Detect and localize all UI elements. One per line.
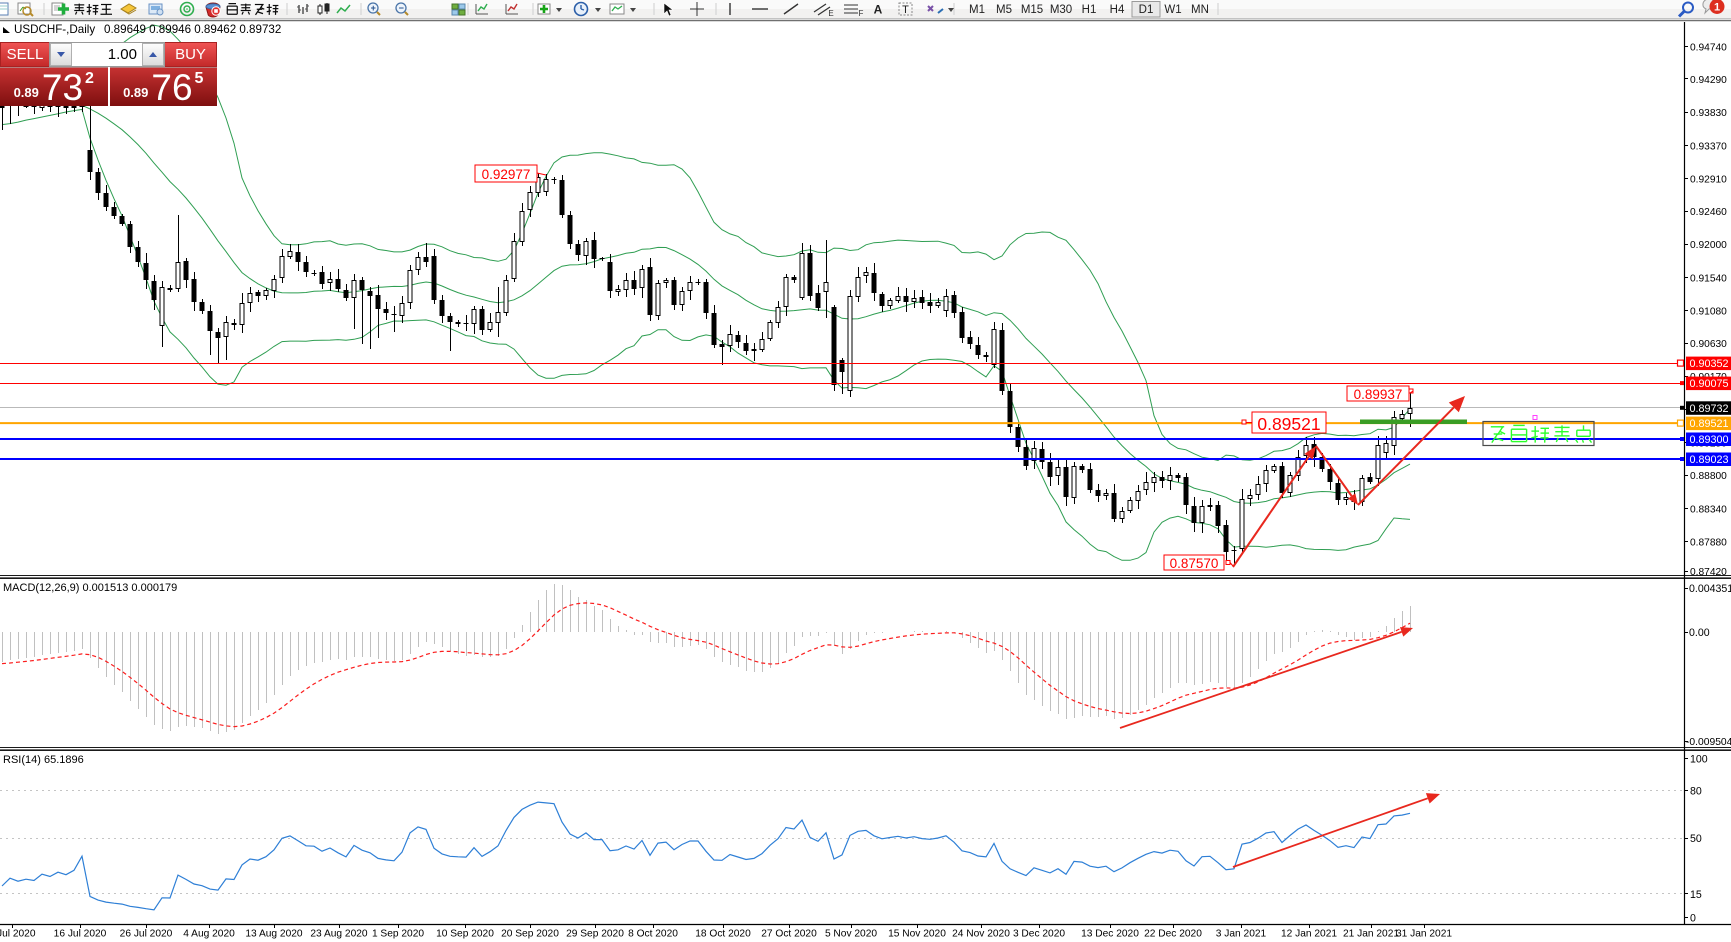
svg-text:20 Sep 2020: 20 Sep 2020 (501, 929, 559, 940)
svg-text:A: A (874, 3, 883, 17)
svg-text:15 Nov 2020: 15 Nov 2020 (888, 929, 946, 940)
svg-text:0: 0 (1690, 913, 1696, 925)
svg-text:23 Aug 2020: 23 Aug 2020 (310, 929, 368, 940)
svg-text:0.94740: 0.94740 (1690, 43, 1727, 54)
svg-text:0.90630: 0.90630 (1690, 339, 1727, 350)
svg-text:0.89937: 0.89937 (1354, 387, 1403, 402)
svg-text:0.93370: 0.93370 (1690, 141, 1727, 152)
svg-text:F: F (859, 9, 864, 18)
svg-text:+: + (371, 3, 376, 13)
svg-text:6 Jul 2020: 6 Jul 2020 (0, 929, 36, 940)
svg-text:M30: M30 (1050, 4, 1072, 16)
svg-text:0.00: 0.00 (1689, 627, 1710, 639)
svg-text:1: 1 (1714, 2, 1720, 14)
svg-text:0.92000: 0.92000 (1690, 240, 1727, 251)
svg-text:0.88800: 0.88800 (1690, 471, 1727, 482)
svg-text:M15: M15 (1021, 4, 1043, 16)
svg-text:0.92977: 0.92977 (482, 167, 531, 182)
svg-text:18 Oct 2020: 18 Oct 2020 (695, 929, 751, 940)
svg-text:0.90352: 0.90352 (1690, 358, 1729, 370)
svg-text:22 Dec 2020: 22 Dec 2020 (1144, 929, 1202, 940)
svg-text:13 Dec 2020: 13 Dec 2020 (1081, 929, 1139, 940)
svg-text:M5: M5 (996, 4, 1012, 16)
svg-text:0.87880: 0.87880 (1690, 537, 1727, 548)
svg-text:15: 15 (1690, 889, 1702, 901)
svg-text:21 Jan 2021: 21 Jan 2021 (1343, 929, 1399, 940)
svg-text:E: E (828, 9, 833, 18)
svg-text:24 Nov 2020: 24 Nov 2020 (952, 929, 1010, 940)
svg-text:RSI(14) 65.1896: RSI(14) 65.1896 (3, 754, 84, 766)
svg-text:5 Nov 2020: 5 Nov 2020 (825, 929, 877, 940)
svg-text:0.92460: 0.92460 (1690, 207, 1727, 218)
svg-text:0.90075: 0.90075 (1690, 378, 1729, 390)
svg-text:-0.009504: -0.009504 (1686, 737, 1731, 748)
svg-text:0.89649 0.89946 0.89462 0.8973: 0.89649 0.89946 0.89462 0.89732 (104, 23, 281, 36)
svg-text:31 Jan 2021: 31 Jan 2021 (1396, 929, 1452, 940)
svg-text:16 Jul 2020: 16 Jul 2020 (54, 929, 107, 940)
svg-text:H4: H4 (1110, 4, 1125, 16)
svg-text:0.92910: 0.92910 (1690, 175, 1727, 186)
svg-text:MN: MN (1191, 4, 1209, 16)
svg-text:80: 80 (1690, 785, 1702, 797)
svg-text:M1: M1 (969, 4, 985, 16)
svg-text:50: 50 (1690, 833, 1702, 845)
svg-text:4 Aug 2020: 4 Aug 2020 (183, 929, 235, 940)
svg-text:29 Sep 2020: 29 Sep 2020 (566, 929, 624, 940)
svg-text:26 Jul 2020: 26 Jul 2020 (120, 929, 173, 940)
svg-text:MACD(12,26,9) 0.001513 0.00017: MACD(12,26,9) 0.001513 0.000179 (3, 582, 177, 594)
svg-text:D1: D1 (1139, 4, 1154, 16)
svg-text:100: 100 (1690, 754, 1708, 766)
svg-text:13 Aug 2020: 13 Aug 2020 (245, 929, 303, 940)
svg-text:1 Sep 2020: 1 Sep 2020 (372, 929, 424, 940)
svg-text:0.87570: 0.87570 (1170, 556, 1219, 571)
svg-text:8 Oct 2020: 8 Oct 2020 (628, 929, 678, 940)
svg-text:0.91080: 0.91080 (1690, 307, 1727, 318)
svg-text:H1: H1 (1082, 4, 1097, 16)
svg-text:0.87420: 0.87420 (1690, 567, 1727, 578)
svg-text:USDCHF-,Daily: USDCHF-,Daily (14, 23, 95, 36)
svg-text:W1: W1 (1164, 4, 1181, 16)
svg-text:0.89521: 0.89521 (1257, 414, 1320, 434)
svg-text:−: − (399, 3, 404, 13)
svg-text:0.89732: 0.89732 (1690, 403, 1729, 415)
svg-text:12 Jan 2021: 12 Jan 2021 (1281, 929, 1337, 940)
svg-text:0.88340: 0.88340 (1690, 504, 1727, 515)
svg-text:0.94290: 0.94290 (1690, 75, 1727, 86)
svg-text:0.89300: 0.89300 (1690, 434, 1729, 446)
svg-text:3 Jan 2021: 3 Jan 2021 (1216, 929, 1267, 940)
svg-text:0.89521: 0.89521 (1690, 418, 1729, 430)
svg-text:0.89023: 0.89023 (1690, 454, 1729, 466)
svg-text:0.004351: 0.004351 (1689, 583, 1731, 595)
svg-text:0.91540: 0.91540 (1690, 273, 1727, 284)
svg-text:10 Sep 2020: 10 Sep 2020 (436, 929, 494, 940)
svg-text:27 Oct 2020: 27 Oct 2020 (761, 929, 817, 940)
svg-text:3 Dec 2020: 3 Dec 2020 (1013, 929, 1065, 940)
svg-text:0.93830: 0.93830 (1690, 108, 1727, 119)
svg-text:T: T (902, 4, 909, 16)
